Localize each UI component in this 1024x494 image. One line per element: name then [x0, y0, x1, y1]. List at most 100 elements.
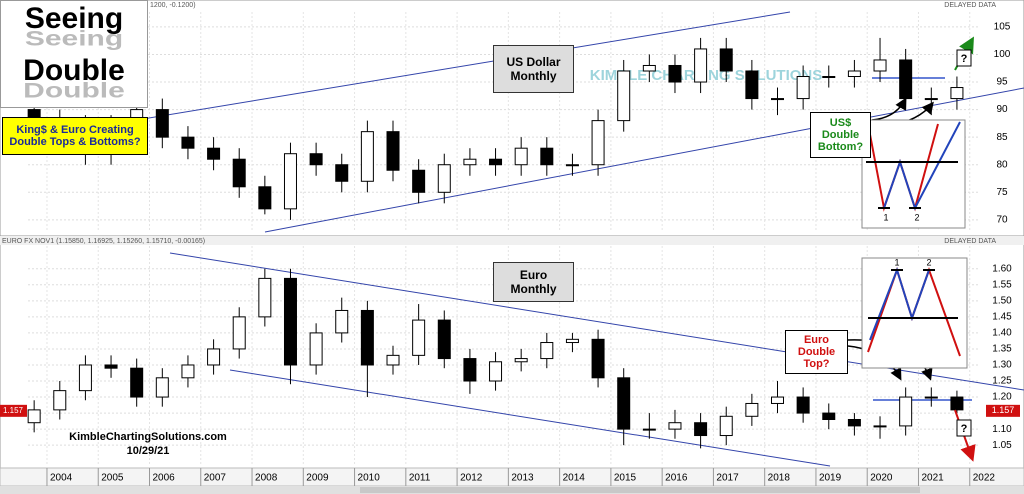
question: ?: [961, 53, 968, 65]
candle-body: [771, 98, 785, 101]
title: Seeing: [24, 2, 124, 35]
candle-body: [950, 396, 964, 411]
header: EURO FX NOV1 (1.15850, 1.16925, 1.15260,…: [2, 238, 205, 245]
candle-body: [309, 153, 323, 166]
candle-body: [412, 319, 426, 356]
candle-body: [899, 396, 913, 427]
x-tick-label: 2004: [50, 473, 73, 484]
candle-body: [771, 396, 785, 404]
y-tick-label: 1.25: [992, 376, 1012, 387]
y-tick-label: 1.30: [992, 360, 1012, 371]
candle-body: [796, 76, 810, 100]
candle-body: [540, 342, 554, 360]
candle-body: [924, 396, 938, 399]
y-tick-label: 1.60: [992, 263, 1012, 274]
candle-body: [489, 158, 503, 166]
candle-body: [565, 164, 579, 167]
candle-body: [437, 164, 451, 193]
candle-body: [335, 309, 349, 334]
status: DELAYED DATA: [944, 238, 996, 245]
candle-body: [53, 390, 67, 411]
candle-body: [360, 309, 374, 366]
x-tick-label: 2014: [563, 473, 586, 484]
title-box: Seeing Seeing Double Double: [0, 0, 148, 108]
annotation: Euro Double Top?: [785, 330, 848, 374]
credit-site: KimbleChartingSolutions.com: [69, 431, 227, 443]
candle-body: [565, 338, 579, 344]
candle-body: [104, 364, 118, 369]
inset-label: 2: [914, 212, 919, 222]
candle-body: [309, 332, 323, 366]
candle-body: [514, 358, 528, 363]
candle-body: [437, 319, 451, 360]
candle-body: [258, 277, 272, 318]
y-tick-label: 95: [996, 77, 1008, 88]
x-tick-label: 2009: [306, 473, 329, 484]
inset-blue: [869, 266, 930, 341]
inset-label: 1: [894, 257, 899, 267]
price-label: 1.157: [3, 406, 24, 415]
candle-body: [489, 361, 503, 382]
y-tick-label: 1.20: [992, 392, 1012, 403]
y-tick-label: 1.40: [992, 328, 1012, 339]
candle-body: [78, 364, 92, 392]
title-shadow: Double: [23, 79, 125, 103]
inset-label: 1: [883, 212, 888, 222]
x-tick-label: 2022: [973, 473, 996, 484]
candle-body: [591, 338, 605, 379]
y-tick-label: 100: [994, 49, 1011, 60]
candle-body: [822, 412, 836, 420]
inset: [861, 119, 966, 229]
candle-body: [899, 59, 913, 100]
y-tick-label: 1.05: [992, 440, 1012, 451]
y-tick-label: 90: [996, 104, 1008, 115]
x-tick-label: 2021: [921, 473, 944, 484]
candle-body: [873, 425, 887, 428]
candle-body: [719, 48, 733, 72]
channel-line: [27, 11, 791, 139]
y-tick-label: 1.55: [992, 279, 1012, 290]
subtitle-box: King$ & Euro Creating Double Tops & Bott…: [2, 117, 148, 155]
x-tick-label: 2013: [511, 473, 534, 484]
x-tick-label: 2012: [460, 473, 483, 484]
y-tick-label: 80: [996, 159, 1008, 170]
y-tick-label: 75: [996, 187, 1008, 198]
price-label: 1.157: [992, 405, 1015, 415]
candle-body: [617, 377, 631, 430]
x-tick-label: 2020: [870, 473, 893, 484]
candle-body: [668, 64, 682, 83]
y-tick-label: 105: [994, 22, 1011, 33]
panel-title: Euro Monthly: [493, 262, 574, 302]
x-tick-label: 2018: [768, 473, 791, 484]
candle-body: [232, 316, 246, 350]
x-tick-label: 2008: [255, 473, 278, 484]
question-box: [956, 419, 972, 437]
arrow: [871, 97, 907, 121]
candle-body: [847, 418, 861, 427]
candle-body: [745, 402, 759, 417]
candle-body: [950, 87, 964, 100]
candle-body: [27, 409, 41, 424]
annotation: US$ Double Bottom?: [810, 112, 871, 158]
title: Double: [23, 54, 125, 87]
question-box: [956, 49, 972, 67]
channel-line: [229, 369, 831, 467]
inset-label: 2: [926, 257, 931, 267]
candle-body: [360, 131, 374, 182]
candle-body: [232, 158, 246, 188]
candle-body: [386, 131, 400, 171]
status: DELAYED DATA: [944, 2, 996, 9]
x-tick-label: 2017: [716, 473, 739, 484]
candle-body: [514, 147, 528, 166]
candle-body: [181, 364, 195, 379]
candle-body: [822, 76, 836, 79]
panel-title: US Dollar Monthly: [493, 45, 574, 93]
candle-body: [694, 48, 708, 83]
candle-body: [258, 186, 272, 210]
title-line: Double Double: [0, 52, 148, 106]
title-line: Seeing Seeing: [0, 2, 148, 52]
candle-body: [642, 64, 656, 72]
x-tick-label: 2005: [101, 473, 124, 484]
candle-body: [745, 70, 759, 100]
